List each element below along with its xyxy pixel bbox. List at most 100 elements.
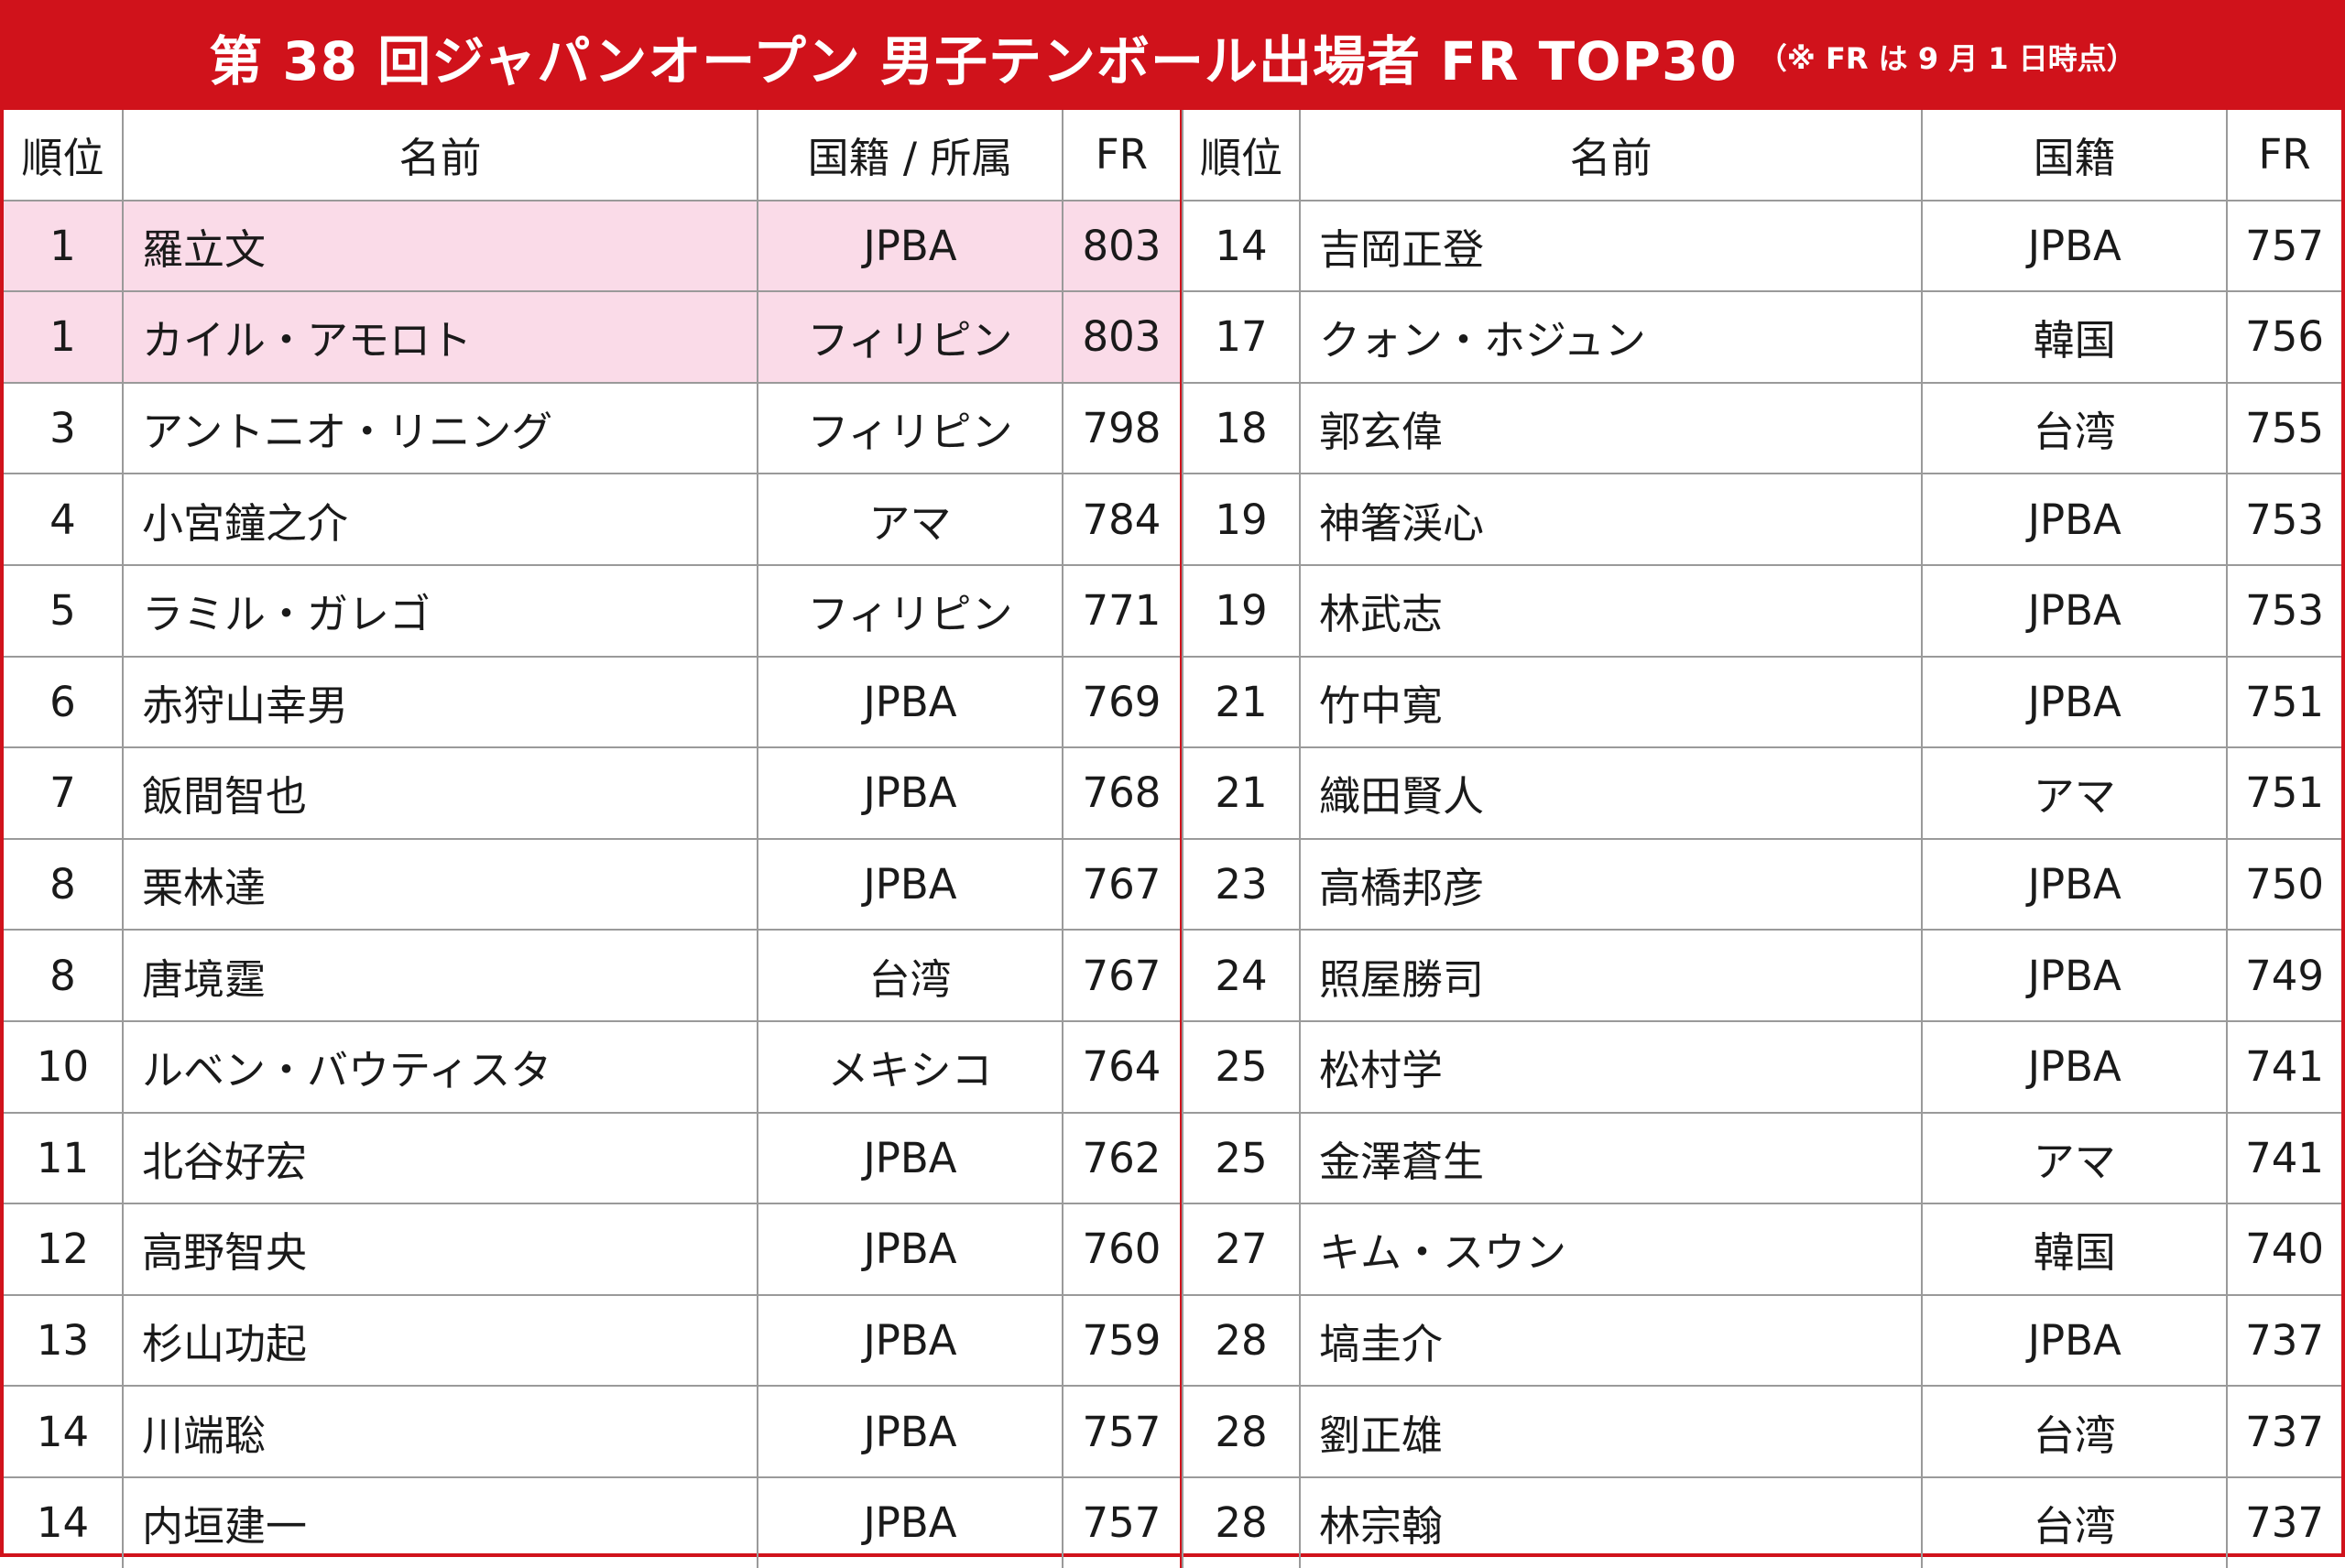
table-row: 28 林宗翰 台湾 737 bbox=[1182, 1475, 2341, 1568]
nation-cell: JPBA bbox=[1921, 655, 2229, 749]
fr-cell: 760 bbox=[1062, 1203, 1183, 1296]
table-row: 8 唐境霆 台湾 767 bbox=[4, 929, 1183, 1022]
table-row: 13 杉山功起 JPBA 759 bbox=[4, 1293, 1183, 1388]
nation-cell: JPBA bbox=[757, 746, 1063, 840]
table-row: 21 織田賢人 アマ 751 bbox=[1182, 746, 2341, 840]
rank-cell: 21 bbox=[1182, 746, 1301, 840]
name-cell: 郭玄偉 bbox=[1298, 381, 1924, 475]
rank-cell: 18 bbox=[1182, 381, 1301, 475]
name-cell: 栗林達 bbox=[122, 837, 758, 931]
rank-cell: 27 bbox=[1182, 1203, 1301, 1296]
nation-cell: JPBA bbox=[1921, 929, 2229, 1022]
fr-cell: 769 bbox=[1062, 655, 1183, 749]
nation-cell: メキシコ bbox=[757, 1019, 1063, 1114]
fr-cell: 757 bbox=[1062, 1385, 1183, 1478]
header-name: 名前 bbox=[122, 110, 758, 201]
name-cell: 高野智央 bbox=[122, 1203, 758, 1296]
rank-cell: 21 bbox=[1182, 655, 1301, 749]
name-cell: 林宗翰 bbox=[1298, 1475, 1924, 1568]
name-cell: 羅立文 bbox=[122, 199, 758, 293]
fr-cell: 784 bbox=[1062, 473, 1183, 566]
table-row: 28 劉正雄 台湾 737 bbox=[1182, 1385, 2341, 1478]
name-cell: 吉岡正登 bbox=[1298, 199, 1924, 293]
fr-cell: 753 bbox=[2226, 563, 2341, 658]
name-cell: 神箸渓心 bbox=[1298, 473, 1924, 566]
table-row: 1 羅立文 JPBA 803 bbox=[4, 199, 1183, 293]
table-row: 8 栗林達 JPBA 767 bbox=[4, 837, 1183, 931]
rank-cell: 11 bbox=[4, 1111, 124, 1205]
fr-cell: 737 bbox=[2226, 1475, 2341, 1568]
fr-cell: 737 bbox=[2226, 1293, 2341, 1388]
table-row: 27 キム・スウン 韓国 740 bbox=[1182, 1203, 2341, 1296]
nation-cell: JPBA bbox=[1921, 199, 2229, 293]
name-cell: 金澤蒼生 bbox=[1298, 1111, 1924, 1205]
table-row: 3 アントニオ・リニング フィリピン 798 bbox=[4, 381, 1183, 475]
nation-cell: JPBA bbox=[757, 1203, 1063, 1296]
rank-cell: 5 bbox=[4, 563, 124, 658]
name-cell: ルベン・バウティスタ bbox=[122, 1019, 758, 1114]
header-name: 名前 bbox=[1298, 110, 1924, 201]
fr-cell: 741 bbox=[2226, 1019, 2341, 1114]
name-cell: 小宮鐘之介 bbox=[122, 473, 758, 566]
nation-cell: 台湾 bbox=[1921, 1385, 2229, 1478]
table-row: 21 竹中寛 JPBA 751 bbox=[1182, 655, 2341, 749]
table-row: 5 ラミル・ガレゴ フィリピン 771 bbox=[4, 563, 1183, 658]
fr-cell: 759 bbox=[1062, 1293, 1183, 1388]
table-row: 6 赤狩山幸男 JPBA 769 bbox=[4, 655, 1183, 749]
header-nation: 国籍 / 所属 bbox=[757, 110, 1063, 201]
fr-cell: 764 bbox=[1062, 1019, 1183, 1114]
table-row: 19 神箸渓心 JPBA 753 bbox=[1182, 473, 2341, 566]
rank-cell: 14 bbox=[4, 1385, 124, 1478]
rank-cell: 19 bbox=[1182, 563, 1301, 658]
name-cell: 織田賢人 bbox=[1298, 746, 1924, 840]
name-cell: 唐境霆 bbox=[122, 929, 758, 1022]
rank-cell: 24 bbox=[1182, 929, 1301, 1022]
table-row: 24 照屋勝司 JPBA 749 bbox=[1182, 929, 2341, 1022]
fr-cell: 741 bbox=[2226, 1111, 2341, 1205]
name-cell: 内垣建一 bbox=[122, 1475, 758, 1568]
fr-cell: 803 bbox=[1062, 199, 1183, 293]
rank-cell: 25 bbox=[1182, 1019, 1301, 1114]
nation-cell: フィリピン bbox=[757, 381, 1063, 475]
fr-cell: 803 bbox=[1062, 290, 1183, 384]
fr-cell: 756 bbox=[2226, 290, 2341, 384]
name-cell: 杉山功起 bbox=[122, 1293, 758, 1388]
nation-cell: JPBA bbox=[757, 655, 1063, 749]
rank-cell: 28 bbox=[1182, 1385, 1301, 1478]
nation-cell: フィリピン bbox=[757, 290, 1063, 384]
table-row: 10 ルベン・バウティスタ メキシコ 764 bbox=[4, 1019, 1183, 1114]
name-cell: 高橋邦彦 bbox=[1298, 837, 1924, 931]
table-row: 19 林武志 JPBA 753 bbox=[1182, 563, 2341, 658]
name-cell: カイル・アモロト bbox=[122, 290, 758, 384]
header-rank: 順位 bbox=[1182, 110, 1301, 201]
rank-cell: 23 bbox=[1182, 837, 1301, 931]
fr-cell: 762 bbox=[1062, 1111, 1183, 1205]
nation-cell: 韓国 bbox=[1921, 290, 2229, 384]
fr-cell: 767 bbox=[1062, 837, 1183, 931]
fr-cell: 740 bbox=[2226, 1203, 2341, 1296]
rank-cell: 3 bbox=[4, 381, 124, 475]
table-row: 1 カイル・アモロト フィリピン 803 bbox=[4, 290, 1183, 384]
fr-cell: 751 bbox=[2226, 746, 2341, 840]
table-row: 25 金澤蒼生 アマ 741 bbox=[1182, 1111, 2341, 1205]
fr-cell: 751 bbox=[2226, 655, 2341, 749]
fr-cell: 768 bbox=[1062, 746, 1183, 840]
rank-cell: 1 bbox=[4, 290, 124, 384]
nation-cell: JPBA bbox=[1921, 837, 2229, 931]
name-cell: 飯間智也 bbox=[122, 746, 758, 840]
rank-cell: 8 bbox=[4, 837, 124, 931]
name-cell: 劉正雄 bbox=[1298, 1385, 1924, 1478]
fr-cell: 737 bbox=[2226, 1385, 2341, 1478]
nation-cell: アマ bbox=[757, 473, 1063, 566]
nation-cell: JPBA bbox=[757, 837, 1063, 931]
name-cell: キム・スウン bbox=[1298, 1203, 1924, 1296]
rank-cell: 13 bbox=[4, 1293, 124, 1388]
table-row: 23 高橋邦彦 JPBA 750 bbox=[1182, 837, 2341, 931]
fr-cell: 749 bbox=[2226, 929, 2341, 1022]
nation-cell: JPBA bbox=[757, 1475, 1063, 1568]
nation-cell: アマ bbox=[1921, 1111, 2229, 1205]
nation-cell: 台湾 bbox=[757, 929, 1063, 1022]
nation-cell: JPBA bbox=[757, 1293, 1063, 1388]
fr-cell: 753 bbox=[2226, 473, 2341, 566]
